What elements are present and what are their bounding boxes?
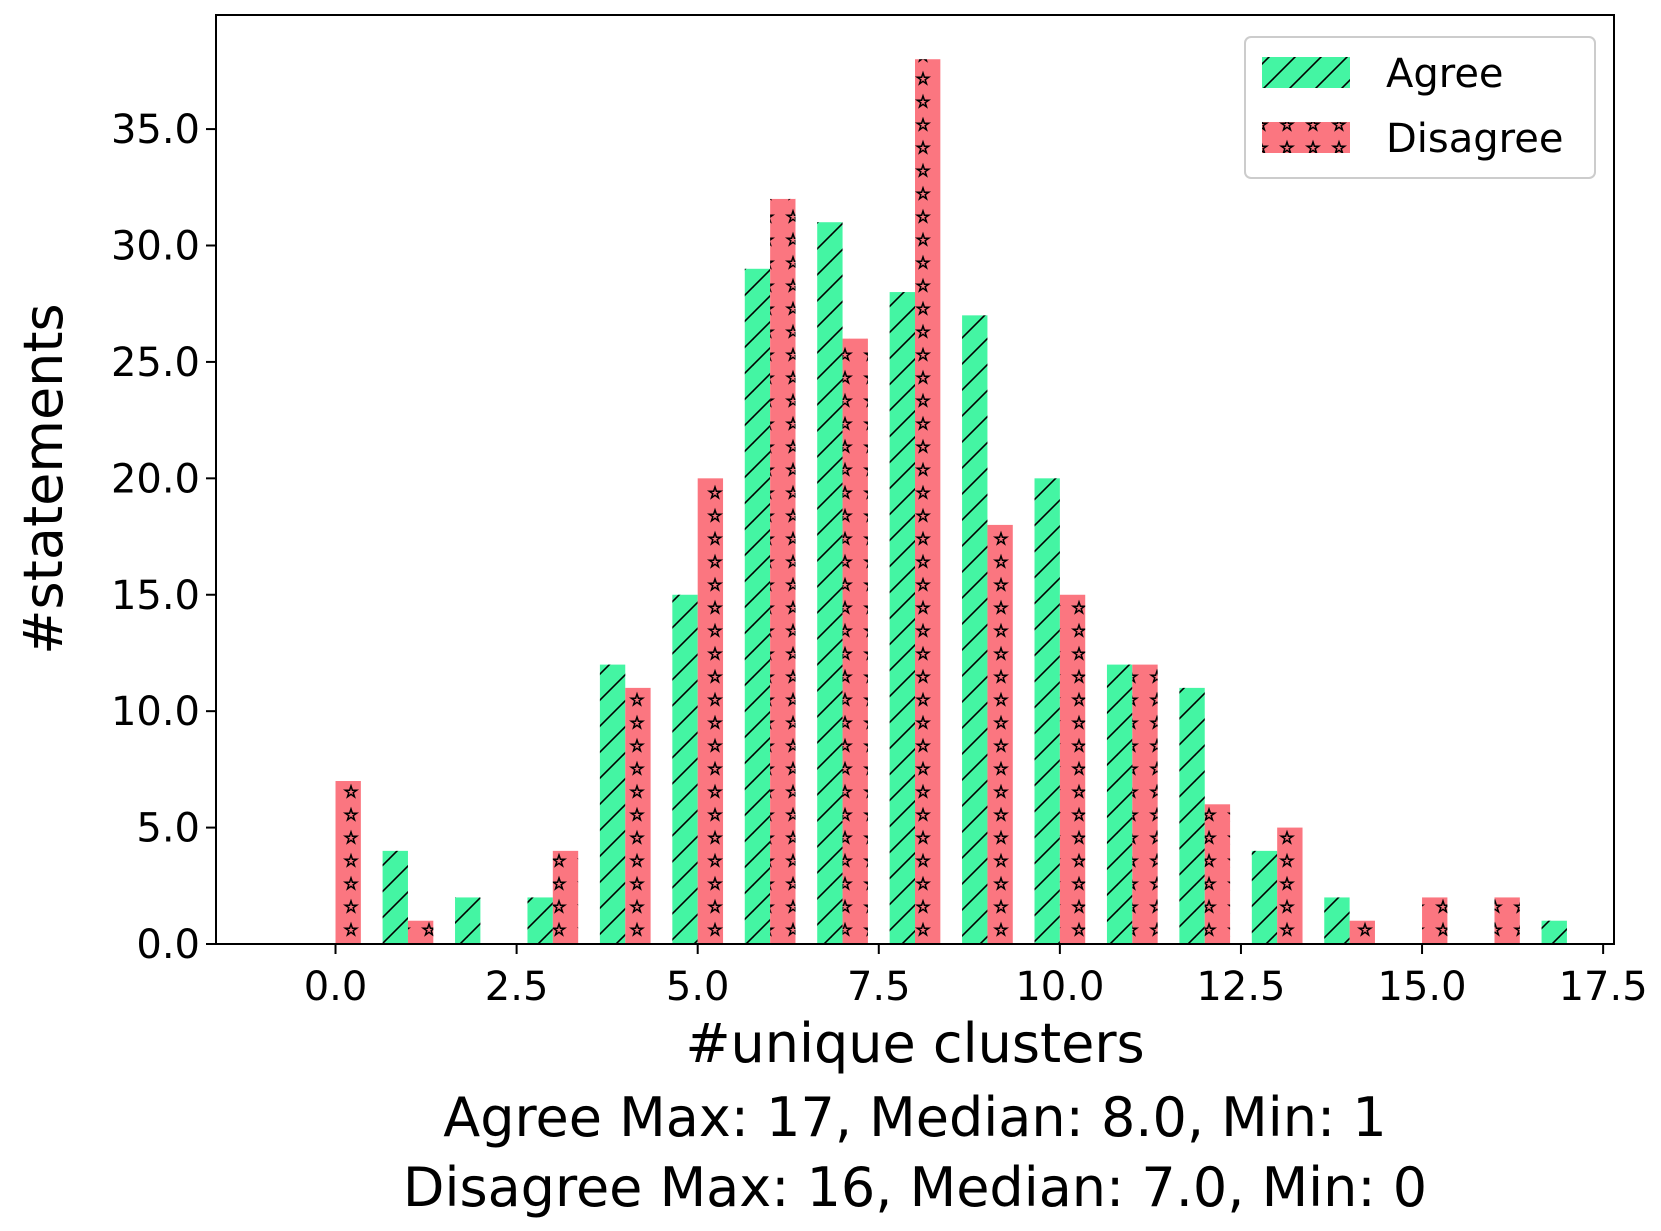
legend-label-agree: Agree (1386, 51, 1504, 97)
y-tick-label: 35.0 (111, 107, 200, 153)
bar-agree-5-hatch (672, 594, 698, 944)
y-tick-label: 5.0 (136, 806, 200, 852)
y-tick-label: 20.0 (111, 456, 200, 502)
y-tick-label: 30.0 (111, 224, 200, 270)
bar-agree-9-hatch (962, 315, 988, 944)
legend: Agree Disagree (1244, 36, 1596, 179)
bar-disagree-12-hatch (1204, 804, 1231, 944)
x-axis-label: #unique clusters (685, 1012, 1144, 1075)
bar-disagree-8-hatch (915, 59, 941, 944)
bar-disagree-6 (770, 198, 796, 944)
bar-disagree-11 (1132, 664, 1158, 944)
y-tick-label: 15.0 (111, 573, 200, 619)
bar-disagree-15-hatch (1422, 897, 1448, 944)
bar-agree-12 (1179, 687, 1205, 944)
bar-agree-1-hatch (382, 850, 408, 944)
bar-disagree-7-hatch (842, 338, 868, 944)
bar-disagree-15 (1422, 897, 1448, 944)
bar-disagree-10 (1059, 594, 1086, 944)
bar-disagree-4-hatch (625, 687, 651, 944)
bar-disagree-14-hatch (1349, 920, 1375, 944)
bar-disagree-1 (407, 920, 434, 944)
x-tick-label: 2.5 (485, 964, 549, 1010)
bar-agree-13 (1251, 850, 1278, 944)
bar-disagree-9-hatch (987, 524, 1013, 944)
y-tick-label: 25.0 (111, 340, 200, 386)
bar-agree-3-hatch (527, 897, 553, 944)
bar-agree-12-hatch (1179, 687, 1205, 944)
bar-disagree-13-hatch (1277, 827, 1303, 944)
bar-disagree-16 (1494, 897, 1520, 944)
bar-agree-17-hatch (1541, 920, 1567, 944)
bar-disagree-12 (1204, 804, 1231, 944)
bar-disagree-1-hatch (407, 920, 434, 944)
bar-agree-5 (672, 594, 698, 944)
bar-agree-14 (1324, 897, 1350, 944)
x-tick-label: 17.5 (1559, 964, 1648, 1010)
bar-agree-8 (889, 292, 915, 944)
bar-agree-6-hatch (744, 268, 771, 944)
y-tick-label: 10.0 (111, 689, 200, 735)
bar-disagree-14 (1349, 920, 1375, 944)
bar-agree-13-hatch (1251, 850, 1278, 944)
agree-stats-caption: Agree Max: 17, Median: 8.0, Min: 1 (443, 1086, 1386, 1149)
bar-agree-7-hatch (817, 222, 843, 944)
bar-agree-4 (599, 664, 626, 944)
y-axis-label: #statements (12, 303, 75, 654)
bar-agree-6 (744, 268, 771, 944)
bar-disagree-7 (842, 338, 868, 944)
bar-agree-10-hatch (1034, 478, 1060, 944)
bar-disagree-11-hatch (1132, 664, 1158, 944)
bar-agree-17 (1541, 920, 1567, 944)
bar-disagree-3-hatch (552, 850, 579, 944)
bar-disagree-13 (1277, 827, 1303, 944)
x-tick-label: 0.0 (304, 964, 368, 1010)
bar-agree-4-hatch (599, 664, 626, 944)
plot-frame (215, 14, 1615, 945)
disagree-stats-caption: Disagree Max: 16, Median: 7.0, Min: 0 (403, 1156, 1427, 1219)
bar-agree-2 (455, 897, 481, 944)
bar-agree-8-hatch (889, 292, 915, 944)
bar-agree-1 (382, 850, 408, 944)
legend-swatch-agree-hatch (1262, 57, 1350, 88)
bar-agree-9 (962, 315, 988, 944)
x-tick-label: 15.0 (1378, 964, 1467, 1010)
bar-agree-14-hatch (1324, 897, 1350, 944)
bar-disagree-5-hatch (697, 478, 724, 944)
bar-agree-2-hatch (455, 897, 481, 944)
bars-layer (335, 59, 1567, 944)
bar-disagree-3 (552, 850, 579, 944)
x-tick-label: 5.0 (666, 964, 730, 1010)
bar-agree-11-hatch (1106, 664, 1133, 944)
y-axis: 0.0 5.0 10.0 15.0 20.0 25.0 30.0 35.0 (111, 107, 216, 968)
bar-disagree-9 (987, 524, 1013, 944)
bar-agree-7 (817, 222, 843, 944)
x-axis: 0.0 2.5 5.0 7.5 10.0 12.5 15.0 17.5 (304, 944, 1648, 1010)
x-tick-label: 10.0 (1015, 964, 1104, 1010)
bar-disagree-4 (625, 687, 651, 944)
bar-agree-10 (1034, 478, 1060, 944)
bar-disagree-8 (915, 59, 941, 944)
bar-agree-11 (1106, 664, 1133, 944)
bar-disagree-0 (335, 781, 361, 944)
bar-disagree-10-hatch (1059, 594, 1086, 944)
bar-disagree-0-hatch (335, 781, 361, 944)
bar-disagree-16-hatch (1494, 897, 1520, 944)
x-tick-label: 7.5 (847, 964, 911, 1010)
legend-label-disagree: Disagree (1386, 116, 1563, 162)
y-tick-label: 0.0 (136, 922, 200, 968)
bar-disagree-5 (697, 478, 724, 944)
bar-agree-3 (527, 897, 553, 944)
legend-swatch-disagree-hatch (1262, 122, 1350, 153)
x-tick-label: 12.5 (1196, 964, 1285, 1010)
bar-disagree-6-hatch (770, 198, 796, 944)
